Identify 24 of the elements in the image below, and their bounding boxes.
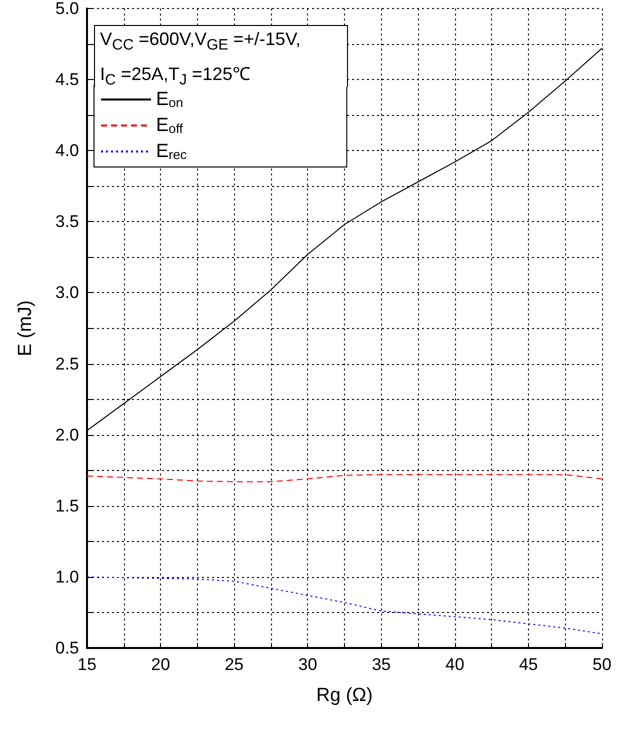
y-tick-label: 4.5	[55, 70, 79, 90]
x-tick-label: 15	[78, 655, 96, 674]
x-tick-label: 40	[445, 655, 464, 674]
x-axis-title: Rg (Ω)	[316, 685, 373, 706]
y-tick-label: 3.0	[55, 283, 79, 302]
y-tick-label: 1.0	[55, 567, 79, 586]
y-tick-label: 2.5	[55, 354, 79, 374]
y-axis-title: E (mJ)	[15, 300, 36, 356]
y-tick-label: 2.0	[55, 425, 79, 444]
x-tick-label: 25	[224, 655, 244, 674]
legend-label: Eon	[156, 89, 184, 110]
x-tick-label: 20	[151, 655, 170, 674]
y-tick-label: 0.5	[55, 638, 79, 658]
x-tick-label: 30	[298, 655, 318, 674]
y-tick-label: 3.5	[55, 212, 79, 232]
y-tick-label: 1.5	[55, 496, 79, 516]
text: V$_{CC}$ =600V,V$_{GE}$ =+/-15V, I$_{C}$ =25A,T$_{J}$ =125℃	[100, 29, 301, 88]
y-tick-label: 4.0	[55, 141, 79, 160]
x-tick-label: 50	[592, 655, 612, 674]
y-tick-label: 5.0	[55, 0, 79, 18]
x-tick-label: 45	[518, 655, 538, 674]
x-tick-label: 35	[372, 655, 391, 674]
legend-label: Eoff	[156, 115, 184, 136]
legend-label: Erec	[156, 141, 188, 162]
